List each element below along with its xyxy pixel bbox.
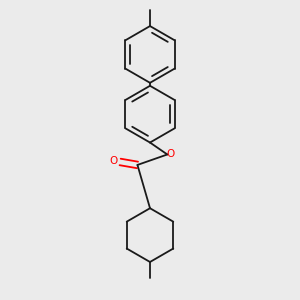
Text: O: O bbox=[167, 149, 175, 160]
Text: O: O bbox=[110, 156, 118, 166]
